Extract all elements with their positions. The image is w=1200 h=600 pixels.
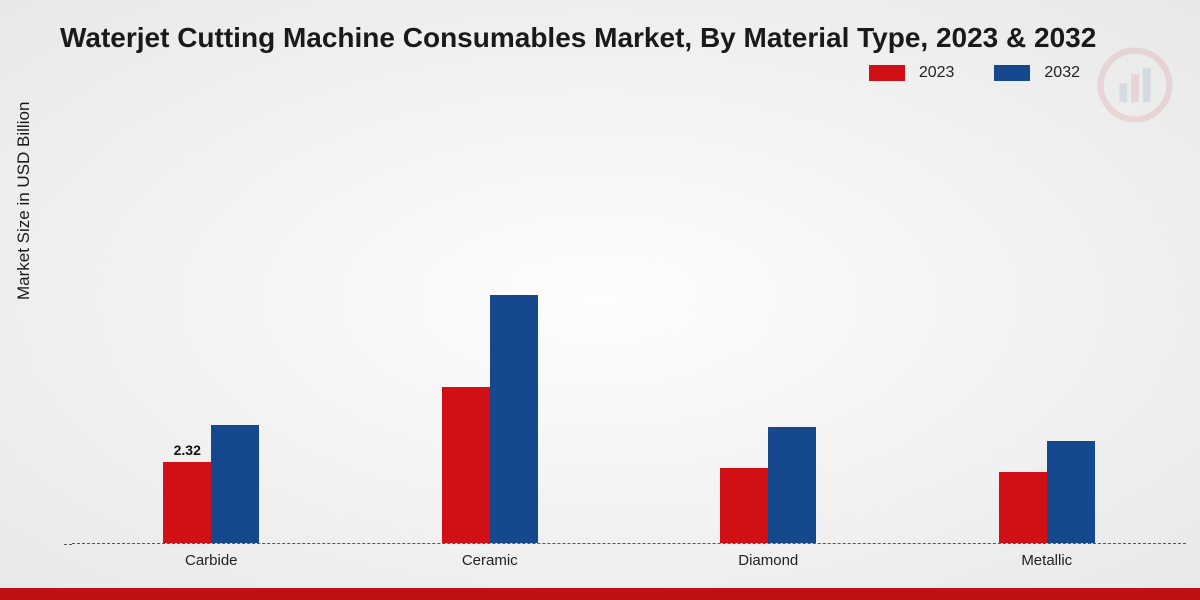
footer-accent-bar (0, 588, 1200, 600)
bar-2032-diamond (768, 427, 816, 543)
plot-area: 2.32 Carbide Ceramic (72, 110, 1186, 544)
bar-groups: 2.32 Carbide Ceramic (72, 110, 1186, 544)
bar-pair: 2.32 (163, 425, 259, 543)
category-label: Metallic (908, 544, 1187, 569)
bar-2023-diamond (720, 468, 768, 543)
category-label: Carbide (72, 544, 351, 569)
bar-2023-carbide: 2.32 (163, 462, 211, 543)
category-label: Ceramic (351, 544, 630, 569)
bar-pair (720, 427, 816, 543)
legend-item-2023: 2023 (869, 64, 955, 82)
group-metallic: Metallic (908, 110, 1187, 544)
bar-2023-ceramic (442, 387, 490, 543)
axis-tick (64, 544, 72, 545)
bar-pair (442, 295, 538, 543)
chart-title: Waterjet Cutting Machine Consumables Mar… (60, 22, 1200, 54)
chart-container: Waterjet Cutting Machine Consumables Mar… (0, 0, 1200, 600)
legend: 2023 2032 (869, 64, 1080, 82)
bar-pair (999, 441, 1095, 543)
group-ceramic: Ceramic (351, 110, 630, 544)
bar-2032-ceramic (490, 295, 538, 543)
bar-2023-metallic (999, 472, 1047, 543)
legend-label-2032: 2032 (1044, 64, 1080, 82)
legend-item-2032: 2032 (994, 64, 1080, 82)
bar-2032-metallic (1047, 441, 1095, 543)
bar-2032-carbide (211, 425, 259, 543)
bar-data-label: 2.32 (174, 442, 201, 458)
y-axis-label: Market Size in USD Billion (14, 102, 34, 300)
legend-swatch-2032 (994, 65, 1030, 81)
category-label: Diamond (629, 544, 908, 569)
legend-swatch-2023 (869, 65, 905, 81)
group-carbide: 2.32 Carbide (72, 110, 351, 544)
group-diamond: Diamond (629, 110, 908, 544)
legend-label-2023: 2023 (919, 64, 955, 82)
